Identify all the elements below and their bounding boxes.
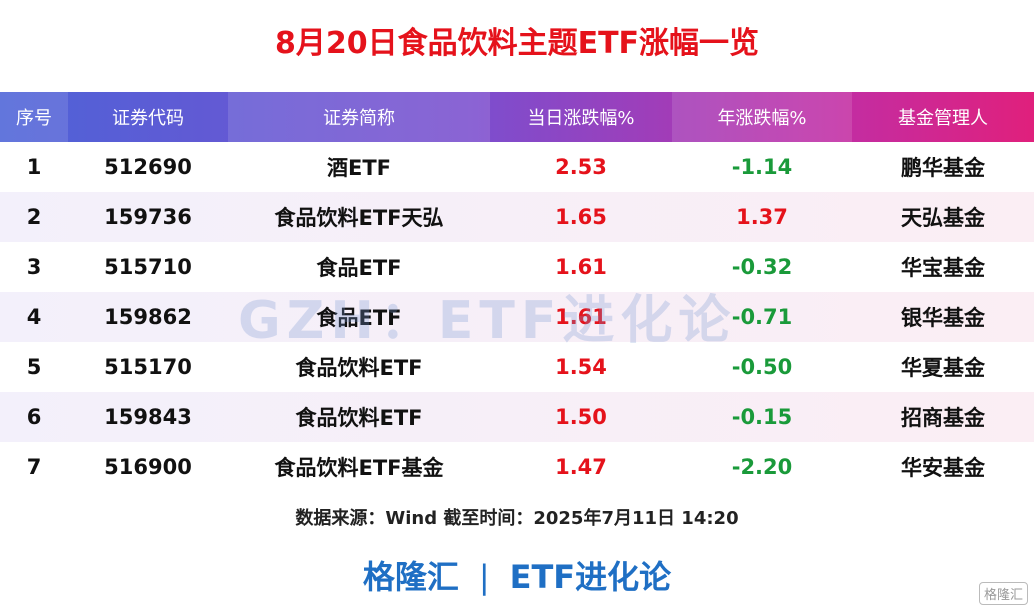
table-cell: 1 <box>26 155 42 179</box>
column-header: 序号 <box>0 92 68 142</box>
table-cell: 2.53 <box>555 155 607 179</box>
footer-brand: 格隆汇 <box>362 558 459 596</box>
table-cell: 4 <box>26 305 42 329</box>
table-cell: 1.54 <box>555 355 607 379</box>
table-row: 7 516900 食品饮料ETF基金 1.47 -2.20 华安基金 <box>0 442 1034 492</box>
table-cell: 食品饮料ETF基金 <box>274 456 444 480</box>
table-cell: 鹏华基金 <box>901 156 985 180</box>
table-cell: 食品饮料ETF <box>295 356 423 380</box>
table-cell: 食品ETF <box>316 306 402 330</box>
table-row: 3 515710 食品ETF 1.61 -0.32 华宝基金 <box>0 242 1034 292</box>
footer: 格隆汇 | ETF进化论 <box>0 552 1034 598</box>
table-cell: 1.65 <box>555 205 607 229</box>
column-header: 年涨跌幅% <box>672 92 852 142</box>
source-note: 数据来源：Wind 截至时间：2025年7月11日 14:20 <box>295 508 739 529</box>
table-header: 序号 证券代码 证券简称 当日涨跌幅% 年涨跌幅% 基金管理人 <box>0 92 1034 142</box>
column-header: 当日涨跌幅% <box>527 108 635 129</box>
column-header: 证券简称 <box>228 92 490 142</box>
table-cell: 159843 <box>104 405 192 429</box>
column-header: 证券代码 <box>112 108 184 129</box>
table-cell: 银华基金 <box>901 306 985 330</box>
table-cell: -0.32 <box>731 255 793 279</box>
corner-logo: 格隆汇 <box>978 582 1028 605</box>
table-cell: 1.61 <box>555 305 607 329</box>
table-cell: -1.14 <box>731 155 793 179</box>
footer-channel: ETF进化论 <box>509 558 672 596</box>
table-cell: 华夏基金 <box>901 356 985 380</box>
table-cell: 5 <box>26 355 42 379</box>
table-cell: -0.15 <box>731 405 793 429</box>
table-cell: -0.50 <box>731 355 793 379</box>
table-cell: 515170 <box>104 355 192 379</box>
table-cell: 6 <box>26 405 42 429</box>
table-cell: 华安基金 <box>901 456 985 480</box>
table-cell: -0.71 <box>731 305 793 329</box>
table-cell: 食品ETF <box>316 256 402 280</box>
table-cell: -2.20 <box>731 455 793 479</box>
table-cell: 1.61 <box>555 255 607 279</box>
table-row: 5 515170 食品饮料ETF 1.54 -0.50 华夏基金 <box>0 342 1034 392</box>
table-row: 1 512690 酒ETF 2.53 -1.14 鹏华基金 <box>0 142 1034 192</box>
table-cell: 食品饮料ETF天弘 <box>274 206 444 230</box>
table-cell: 512690 <box>104 155 192 179</box>
table-cell: 515710 <box>104 255 192 279</box>
table-cell: 华宝基金 <box>901 256 985 280</box>
table-cell: 2 <box>26 205 42 229</box>
table-cell: 1.47 <box>555 455 607 479</box>
column-header: 基金管理人 <box>898 108 988 129</box>
table-cell: 7 <box>26 455 42 479</box>
title: 8月20日食品饮料主题ETF涨幅一览 <box>274 26 760 61</box>
table-cell: 天弘基金 <box>901 206 985 230</box>
table-cell: 酒ETF <box>326 156 391 180</box>
table-cell: 招商基金 <box>901 406 985 430</box>
table-cell: 食品饮料ETF <box>295 406 423 430</box>
table-row: 6 159843 食品饮料ETF 1.50 -0.15 招商基金 <box>0 392 1034 442</box>
table-cell: 1.50 <box>555 405 607 429</box>
footer-separator: | <box>478 558 490 596</box>
table-cell: 3 <box>26 255 42 279</box>
table-row: 4 159862 食品ETF 1.61 -0.71 银华基金 <box>0 292 1034 342</box>
table-cell: 516900 <box>104 455 192 479</box>
table-cell: 1.37 <box>736 205 788 229</box>
table-cell: 159862 <box>104 305 192 329</box>
table-cell: 159736 <box>104 205 192 229</box>
table-row: 2 159736 食品饮料ETF天弘 1.65 1.37 天弘基金 <box>0 192 1034 242</box>
